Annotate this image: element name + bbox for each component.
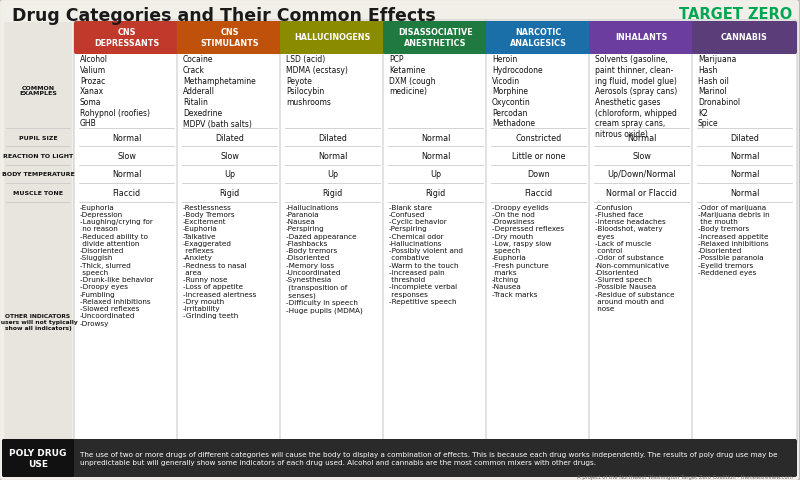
FancyBboxPatch shape — [74, 22, 179, 55]
FancyBboxPatch shape — [177, 22, 282, 55]
Text: Dilated: Dilated — [215, 133, 244, 142]
Text: Normal: Normal — [112, 170, 141, 179]
Text: -Hallucinations
-Paranoia
-Nausea
-Perspiring
-Dazed appearance
-Flashbacks
-Bod: -Hallucinations -Paranoia -Nausea -Persp… — [286, 204, 362, 313]
FancyBboxPatch shape — [383, 21, 488, 444]
Text: HALLUCINOGENS: HALLUCINOGENS — [294, 34, 370, 42]
Text: Normal: Normal — [112, 133, 141, 142]
Text: LSD (acid)
MDMA (ecstasy)
Peyote
Psilocybin
mushrooms: LSD (acid) MDMA (ecstasy) Peyote Psilocy… — [286, 55, 348, 107]
Text: -Restlessness
-Body Tremors
-Excitement
-Euphoria
-Talkative
-Exaggerated
 refle: -Restlessness -Body Tremors -Excitement … — [183, 204, 256, 319]
FancyBboxPatch shape — [486, 22, 591, 55]
Text: Rigid: Rigid — [426, 188, 446, 197]
Text: COMMON
EXAMPLES: COMMON EXAMPLES — [19, 85, 57, 96]
Text: REACTION TO LIGHT: REACTION TO LIGHT — [3, 154, 73, 158]
Text: Up/Down/Normal: Up/Down/Normal — [607, 170, 676, 179]
Text: Dilated: Dilated — [730, 133, 759, 142]
Text: Solvents (gasoline,
paint thinner, clean-
ing fluid, model glue)
Aerosols (spray: Solvents (gasoline, paint thinner, clean… — [595, 55, 678, 139]
FancyBboxPatch shape — [486, 21, 591, 444]
Text: Alcohol
Valium
Prozac
Xanax
Soma
Rohypnol (roofies)
GHB: Alcohol Valium Prozac Xanax Soma Rohypno… — [80, 55, 150, 128]
FancyBboxPatch shape — [280, 21, 385, 444]
Text: -Confusion
-Flushed face
-Intense headaches
-Bloodshot, watery
 eyes
-Lack of mu: -Confusion -Flushed face -Intense headac… — [595, 204, 674, 312]
Text: Normal: Normal — [730, 152, 759, 161]
FancyBboxPatch shape — [177, 21, 282, 444]
Text: The use of two or more drugs of different categories will cause the body to disp: The use of two or more drugs of differen… — [80, 451, 778, 465]
Text: Normal: Normal — [421, 152, 450, 161]
Text: Normal: Normal — [421, 133, 450, 142]
Text: Rigid: Rigid — [219, 188, 240, 197]
Text: Slow: Slow — [632, 152, 651, 161]
Text: Slow: Slow — [117, 152, 136, 161]
FancyBboxPatch shape — [4, 23, 72, 442]
Text: Marijuana
Hash
Hash oil
Marinol
Dronabinol
K2
Spice: Marijuana Hash Hash oil Marinol Dronabin… — [698, 55, 740, 128]
Text: Cocaine
Crack
Methamphetamine
Adderall
Ritalin
Dexedrine
MDPV (bath salts): Cocaine Crack Methamphetamine Adderall R… — [183, 55, 256, 128]
Text: -Droopy eyelids
-On the nod
-Drowsiness
-Depressed reflexes
-Dry mouth
-Low, ras: -Droopy eyelids -On the nod -Drowsiness … — [492, 204, 564, 297]
FancyBboxPatch shape — [2, 439, 797, 477]
FancyBboxPatch shape — [589, 22, 694, 55]
Text: Normal: Normal — [730, 188, 759, 197]
Text: Up: Up — [224, 170, 235, 179]
Text: Up: Up — [327, 170, 338, 179]
Text: CANNABIS: CANNABIS — [721, 34, 768, 42]
FancyBboxPatch shape — [692, 22, 797, 55]
Text: Slow: Slow — [220, 152, 239, 161]
Text: INHALANTS: INHALANTS — [615, 34, 668, 42]
FancyBboxPatch shape — [280, 22, 385, 55]
FancyBboxPatch shape — [74, 21, 179, 444]
FancyBboxPatch shape — [692, 21, 797, 444]
Text: PUPIL SIZE: PUPIL SIZE — [18, 135, 58, 140]
Text: Drug Categories and Their Common Effects: Drug Categories and Their Common Effects — [12, 7, 436, 25]
Text: A project of the Northwest Washington Target Zero Coalition · thenewsreview.com: A project of the Northwest Washington Ta… — [577, 474, 793, 479]
FancyBboxPatch shape — [383, 22, 488, 55]
Text: Flaccid: Flaccid — [525, 188, 553, 197]
Text: Down: Down — [527, 170, 550, 179]
Text: CNS
DEPRESSANTS: CNS DEPRESSANTS — [94, 28, 159, 48]
Text: -Euphoria
-Depression
-Laughing/crying for
 no reason
-Reduced ability to
 divid: -Euphoria -Depression -Laughing/crying f… — [80, 204, 154, 326]
FancyBboxPatch shape — [589, 21, 694, 444]
Text: Normal: Normal — [730, 170, 759, 179]
Text: Normal: Normal — [318, 152, 347, 161]
Text: -Blank stare
-Confused
-Cyclic behavior
-Perspiring
-Chemical odor
-Hallucinatio: -Blank stare -Confused -Cyclic behavior … — [389, 204, 463, 304]
Text: BODY TEMPERATURE: BODY TEMPERATURE — [2, 172, 74, 177]
Text: POLY DRUG
USE: POLY DRUG USE — [10, 448, 66, 468]
Text: Up: Up — [430, 170, 441, 179]
Text: NARCOTIC
ANALGESICS: NARCOTIC ANALGESICS — [510, 28, 567, 48]
Text: Heroin
Hydrocodone
Vicodin
Morphine
Oxycontin
Percodan
Methadone: Heroin Hydrocodone Vicodin Morphine Oxyc… — [492, 55, 542, 128]
Text: Little or none: Little or none — [512, 152, 566, 161]
Text: OTHER INDICATORS
(users will not typically
show all indicators): OTHER INDICATORS (users will not typical… — [0, 314, 78, 330]
Text: PCP
Ketamine
DXM (cough
medicine): PCP Ketamine DXM (cough medicine) — [389, 55, 435, 96]
Text: -Odor of marijuana
-Marijuana debris in
 the mouth
-Body tremors
-Increased appe: -Odor of marijuana -Marijuana debris in … — [698, 204, 770, 275]
Text: CNS
STIMULANTS: CNS STIMULANTS — [200, 28, 259, 48]
Text: Constricted: Constricted — [515, 133, 562, 142]
FancyBboxPatch shape — [2, 439, 74, 477]
Text: Normal or Flaccid: Normal or Flaccid — [606, 188, 677, 197]
Text: TARGET ZERO: TARGET ZERO — [678, 7, 792, 22]
Text: Rigid: Rigid — [322, 188, 342, 197]
Text: Dilated: Dilated — [318, 133, 347, 142]
Text: Normal: Normal — [627, 133, 656, 142]
Text: MUSCLE TONE: MUSCLE TONE — [13, 191, 63, 195]
Text: Flaccid: Flaccid — [113, 188, 141, 197]
Text: DISASSOCIATIVE
ANESTHETICS: DISASSOCIATIVE ANESTHETICS — [398, 28, 473, 48]
